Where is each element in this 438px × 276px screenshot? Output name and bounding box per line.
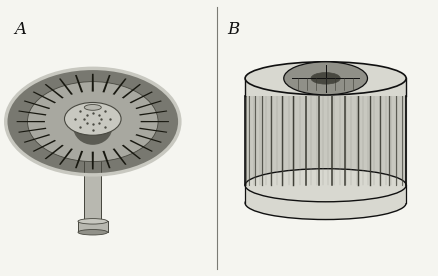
Polygon shape (113, 78, 127, 95)
Ellipse shape (311, 73, 340, 84)
Polygon shape (135, 134, 162, 143)
Ellipse shape (81, 138, 105, 143)
Polygon shape (135, 100, 162, 109)
Polygon shape (84, 138, 102, 221)
Polygon shape (33, 140, 56, 152)
Ellipse shape (81, 152, 105, 156)
Polygon shape (130, 91, 153, 104)
Ellipse shape (284, 62, 367, 95)
Polygon shape (245, 78, 406, 96)
Polygon shape (245, 96, 406, 185)
Polygon shape (139, 110, 167, 116)
Polygon shape (84, 154, 102, 221)
Ellipse shape (84, 105, 101, 110)
Polygon shape (75, 151, 83, 168)
Polygon shape (122, 145, 141, 159)
Polygon shape (139, 128, 167, 133)
Polygon shape (81, 140, 105, 154)
Text: A: A (14, 20, 26, 38)
Polygon shape (113, 148, 127, 165)
Ellipse shape (28, 82, 158, 161)
Polygon shape (33, 91, 56, 104)
Polygon shape (102, 75, 110, 92)
Polygon shape (17, 121, 45, 122)
Polygon shape (92, 152, 94, 169)
Polygon shape (141, 121, 169, 122)
Polygon shape (92, 74, 94, 92)
Polygon shape (24, 100, 50, 109)
Ellipse shape (73, 109, 113, 145)
Polygon shape (45, 84, 64, 99)
Polygon shape (59, 148, 73, 165)
Ellipse shape (245, 169, 406, 202)
Polygon shape (102, 151, 110, 168)
Polygon shape (24, 134, 50, 143)
Ellipse shape (78, 230, 108, 235)
Polygon shape (122, 84, 141, 99)
Ellipse shape (245, 62, 406, 95)
Polygon shape (75, 75, 83, 92)
Ellipse shape (6, 68, 180, 175)
Text: B: B (228, 20, 240, 38)
Ellipse shape (245, 187, 406, 219)
Polygon shape (59, 78, 73, 95)
Ellipse shape (78, 219, 108, 224)
Polygon shape (18, 110, 46, 116)
Ellipse shape (64, 102, 121, 135)
Polygon shape (130, 140, 153, 152)
Polygon shape (18, 128, 46, 133)
Polygon shape (45, 145, 64, 159)
Polygon shape (78, 221, 108, 232)
Polygon shape (245, 185, 406, 203)
